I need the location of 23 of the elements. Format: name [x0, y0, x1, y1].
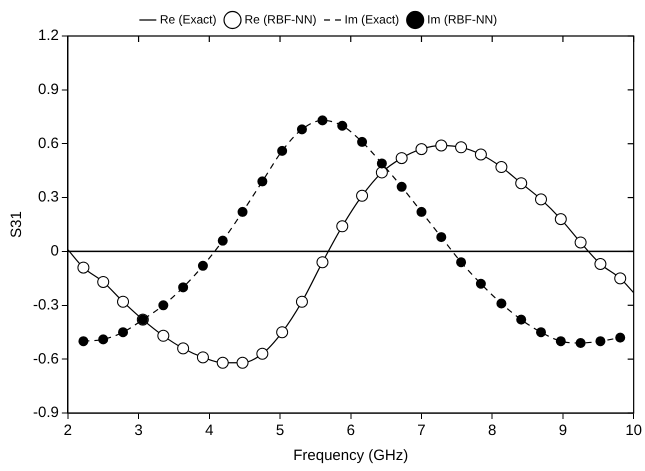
legend-label: Im (Exact) [344, 12, 400, 26]
y-axis-title: S31 [8, 211, 26, 238]
y-tick-label: 0.9 [38, 81, 59, 98]
y-tick-label: 0.3 [38, 188, 59, 206]
y-tick-label: -0.3 [32, 296, 59, 314]
y-tick-label: 0 [50, 242, 59, 260]
x-tick-label: 10 [625, 422, 642, 440]
x-tick-label: 5 [276, 422, 284, 440]
y-tick-label: 0.6 [38, 134, 59, 152]
x-tick-label: 7 [417, 422, 426, 440]
x-tick-label: 8 [488, 422, 496, 440]
legend-label: Re (Exact) [160, 12, 217, 26]
x-tick-label: 9 [558, 422, 568, 440]
legend-label: Im (RBF-NN) [427, 12, 498, 26]
x-axis-title: Frequency (GHz) [293, 447, 408, 464]
y-tick-label: 1.2 [38, 27, 59, 44]
x-tick-label: 3 [134, 422, 143, 440]
y-tick-label: -0.9 [32, 404, 59, 422]
y-tick-label: -0.6 [32, 350, 59, 368]
x-tick-label: 6 [346, 422, 355, 440]
x-tick-label: 4 [205, 422, 214, 440]
x-tick-label: 2 [64, 422, 72, 440]
legend-label: Re (RBF-NN) [244, 12, 317, 26]
